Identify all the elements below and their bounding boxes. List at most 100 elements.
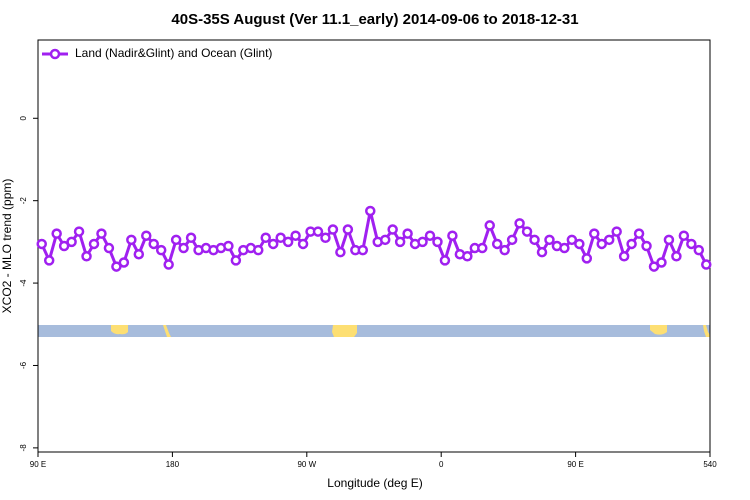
data-point — [447, 230, 458, 241]
land-patch — [650, 325, 667, 335]
data-point — [603, 234, 615, 246]
data-point — [656, 257, 667, 268]
data-point — [686, 238, 697, 250]
data-point — [81, 251, 92, 262]
data-point — [73, 226, 85, 237]
data-point — [342, 224, 354, 235]
data-point — [484, 220, 495, 231]
data-point — [141, 230, 152, 241]
data-point — [432, 236, 443, 248]
data-point — [394, 236, 406, 248]
data-point — [148, 238, 159, 250]
y-tick-label: -2 — [19, 197, 28, 205]
ocean-strip — [38, 325, 710, 337]
data-point — [327, 224, 339, 235]
data-point — [417, 236, 428, 248]
data-point — [260, 232, 271, 244]
data-point — [477, 242, 488, 254]
data-point — [357, 244, 369, 256]
data-point — [559, 242, 570, 254]
x-tick-label: 0 — [439, 460, 444, 469]
data-point — [462, 251, 473, 262]
data-point — [566, 234, 578, 246]
data-point — [387, 224, 398, 235]
data-point — [521, 226, 533, 237]
data-point — [574, 238, 585, 250]
data-point — [290, 230, 301, 241]
data-point — [536, 246, 548, 258]
land-patch — [111, 325, 128, 335]
x-tick-label: 90 E — [30, 460, 46, 469]
y-tick-label: -8 — [19, 444, 28, 452]
land-patch — [703, 325, 710, 337]
data-point — [185, 232, 197, 244]
data-point — [267, 238, 279, 250]
data-point — [529, 234, 540, 246]
x-tick-label: 180 — [166, 460, 180, 469]
data-point — [633, 228, 645, 239]
legend-label: Land (Nadir&Glint) and Ocean (Glint) — [75, 46, 272, 60]
data-point — [282, 236, 294, 248]
data-point — [43, 255, 55, 266]
data-point — [648, 261, 660, 272]
data-point — [589, 228, 600, 239]
data-point — [402, 228, 413, 239]
legend-marker — [49, 48, 61, 60]
data-point — [320, 232, 331, 244]
data-point — [491, 238, 503, 250]
y-axis-label: XCO2 - MLO trend (ppm) — [0, 179, 14, 314]
data-point — [693, 244, 705, 256]
data-point — [544, 234, 555, 246]
y-tick-label: 0 — [19, 116, 28, 121]
land-patch — [332, 325, 357, 337]
data-point — [126, 234, 137, 246]
data-point — [626, 238, 637, 250]
data-point — [163, 259, 174, 270]
data-point — [678, 230, 690, 241]
y-tick-label: -6 — [19, 361, 28, 369]
data-point — [701, 259, 712, 270]
data-point — [230, 255, 242, 266]
data-point — [499, 244, 510, 256]
data-point — [275, 232, 286, 244]
data-point — [611, 226, 622, 237]
data-point — [170, 234, 182, 246]
data-point — [58, 240, 70, 252]
x-tick-label: 90 W — [297, 460, 316, 469]
data-point — [253, 244, 264, 256]
plot-frame — [37, 39, 711, 453]
data-point — [335, 246, 346, 258]
data-point — [514, 218, 525, 229]
data-point — [663, 234, 675, 246]
data-point — [111, 261, 122, 272]
data-point — [223, 240, 234, 252]
x-tick-label: 90 E — [567, 460, 583, 469]
data-point — [118, 257, 130, 268]
data-point — [618, 251, 630, 262]
data-point — [66, 236, 77, 248]
data-point — [178, 242, 189, 254]
data-point — [439, 255, 451, 266]
data-point — [88, 238, 100, 250]
data-point — [103, 242, 115, 254]
data-point — [312, 226, 324, 237]
data-point — [51, 228, 62, 239]
surface-strip — [38, 325, 710, 337]
data-point — [96, 228, 107, 239]
data-point — [365, 205, 376, 217]
data-point — [155, 244, 167, 256]
data-point — [297, 238, 309, 250]
data-point — [36, 238, 47, 250]
data-point — [424, 230, 436, 241]
data-point — [506, 234, 518, 246]
y-tick-label: -4 — [19, 279, 28, 287]
x-tick-label: 540 — [703, 460, 717, 469]
data-point — [133, 248, 145, 260]
data-point — [671, 251, 682, 262]
data-point — [641, 240, 652, 252]
data-point — [581, 253, 593, 264]
land-patch — [163, 325, 171, 337]
x-axis-label: Longitude (deg E) — [327, 476, 422, 490]
data-point — [379, 234, 391, 246]
